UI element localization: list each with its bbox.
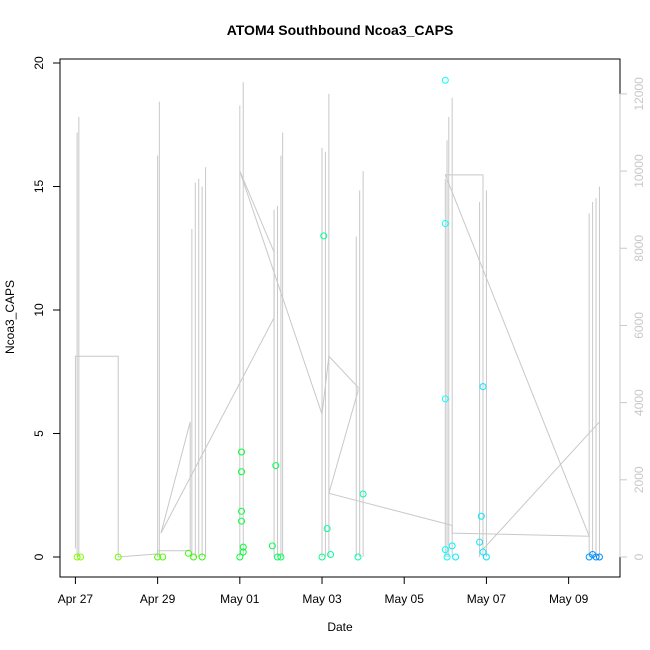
secondary-series-layer bbox=[74, 82, 600, 558]
chart-title: ATOM4 Southbound Ncoa3_CAPS bbox=[227, 22, 454, 38]
data-point bbox=[77, 553, 85, 561]
data-point bbox=[327, 551, 335, 559]
x-tick-label: May 05 bbox=[385, 592, 425, 606]
data-point bbox=[482, 553, 490, 561]
x-tick-label: May 03 bbox=[302, 592, 342, 606]
y2-tick-label: 2000 bbox=[632, 466, 646, 493]
data-point bbox=[359, 490, 367, 498]
y-axis-right: 0 2000 4000 6000 8000 10000 12000 bbox=[619, 77, 646, 560]
grey-connector-line bbox=[74, 170, 600, 558]
data-point bbox=[159, 553, 167, 561]
x-axis: Apr 27 Apr 29 May 01 May 03 May 05 May 07 May … bbox=[58, 576, 589, 606]
data-point bbox=[277, 553, 285, 561]
data-point bbox=[477, 512, 485, 520]
data-point bbox=[198, 553, 206, 561]
y-tick-label: 5 bbox=[32, 430, 46, 437]
plot-area-border bbox=[59, 58, 621, 578]
data-point bbox=[320, 232, 328, 240]
x-tick-label: Apr 27 bbox=[58, 592, 94, 606]
data-point bbox=[443, 553, 451, 561]
data-point bbox=[236, 553, 244, 561]
data-point bbox=[268, 542, 276, 550]
y-tick-label: 15 bbox=[32, 180, 46, 194]
data-point bbox=[238, 468, 246, 476]
x-tick-label: May 07 bbox=[467, 592, 507, 606]
x-tick-label: May 09 bbox=[549, 592, 589, 606]
y2-tick-label: 12000 bbox=[632, 77, 646, 111]
data-point bbox=[592, 553, 600, 561]
data-point bbox=[479, 548, 487, 556]
data-point bbox=[238, 517, 246, 525]
y-tick-label: 10 bbox=[32, 303, 46, 317]
data-point bbox=[479, 383, 487, 391]
y-axis-label: Ncoa3_CAPS bbox=[3, 280, 17, 354]
data-point bbox=[476, 538, 484, 546]
y2-tick-label: 10000 bbox=[632, 154, 646, 188]
y2-tick-label: 4000 bbox=[632, 389, 646, 416]
data-point bbox=[441, 220, 449, 228]
y2-tick-label: 8000 bbox=[632, 235, 646, 262]
data-point bbox=[238, 507, 246, 515]
data-point bbox=[452, 553, 460, 561]
x-tick-label: Apr 29 bbox=[140, 592, 176, 606]
y-tick-label: 20 bbox=[32, 56, 46, 70]
data-point bbox=[272, 462, 280, 470]
data-point bbox=[354, 553, 362, 561]
data-point bbox=[323, 525, 331, 533]
data-point bbox=[190, 553, 198, 561]
data-point bbox=[441, 546, 449, 554]
data-point bbox=[273, 553, 281, 561]
data-point bbox=[441, 76, 449, 84]
x-tick-label: May 01 bbox=[220, 592, 260, 606]
data-point bbox=[114, 553, 122, 561]
data-point bbox=[595, 553, 603, 561]
y-axis-left: 0 5 10 15 20 bbox=[32, 56, 61, 560]
primary-points-layer bbox=[73, 76, 603, 561]
y-tick-label: 0 bbox=[32, 553, 46, 560]
x-axis-label: Date bbox=[327, 620, 353, 634]
data-point bbox=[184, 549, 192, 557]
data-point bbox=[448, 542, 456, 550]
y2-tick-label: 0 bbox=[632, 553, 646, 560]
data-point bbox=[239, 548, 247, 556]
data-point bbox=[238, 448, 246, 456]
data-point bbox=[154, 553, 162, 561]
data-point bbox=[441, 395, 449, 403]
data-point bbox=[73, 553, 81, 561]
y2-tick-label: 6000 bbox=[632, 312, 646, 339]
data-point bbox=[239, 543, 247, 551]
data-point bbox=[318, 553, 326, 561]
